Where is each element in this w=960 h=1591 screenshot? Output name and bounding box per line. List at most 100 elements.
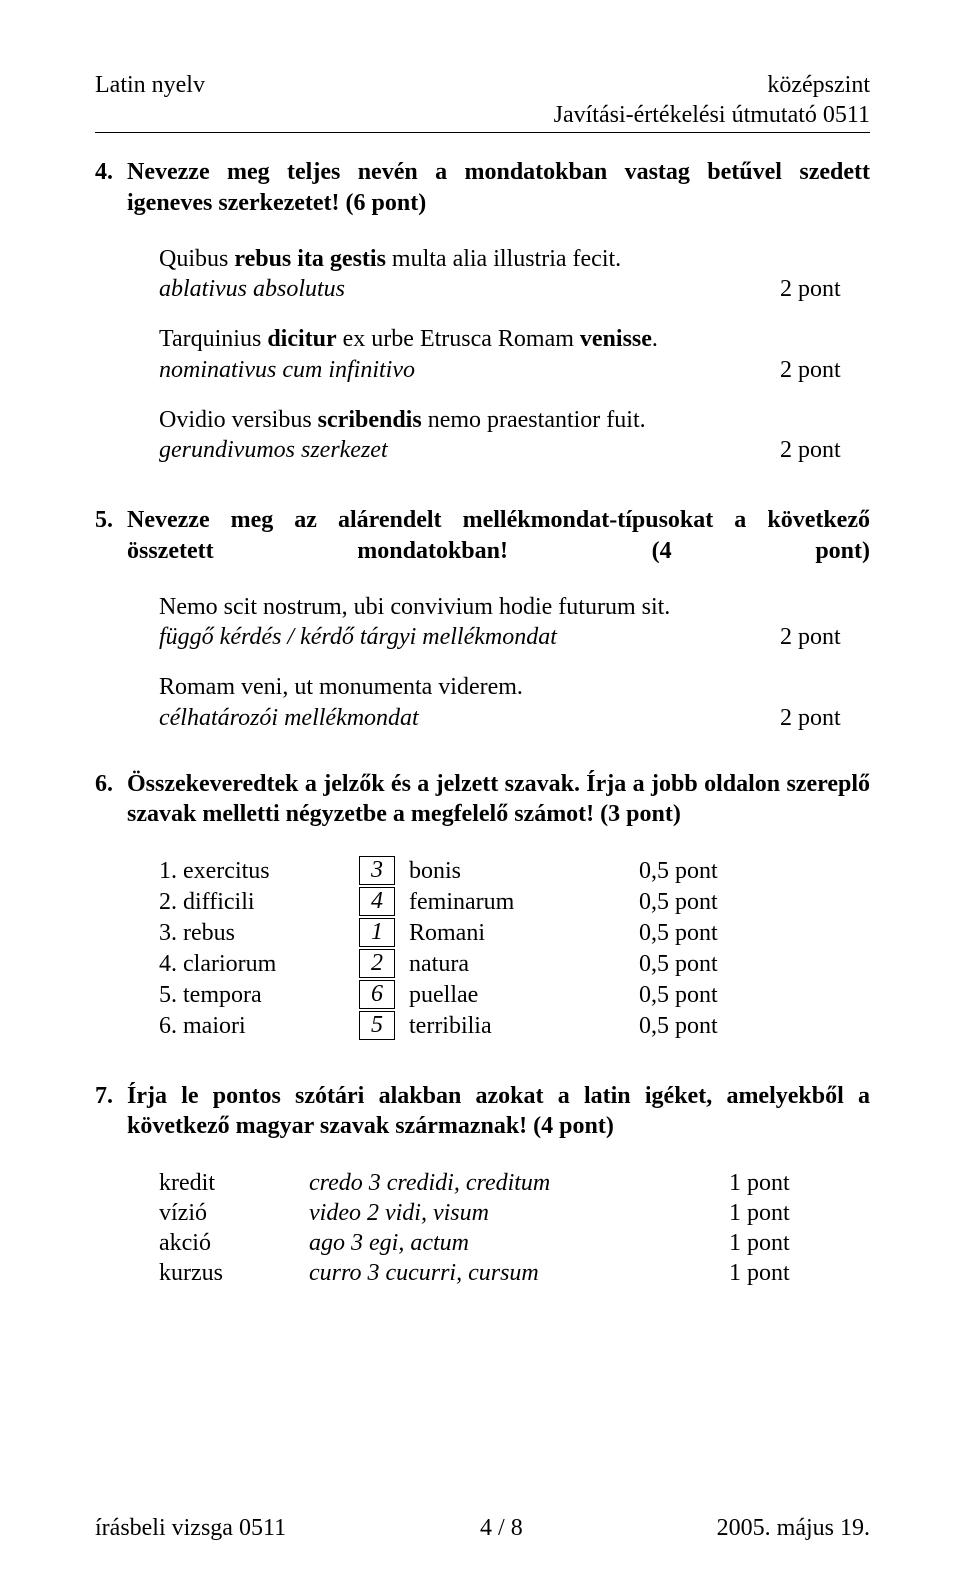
q4-answer-3: gerundivumos szerkezet	[159, 435, 774, 465]
q6-left: 2. difficili	[159, 887, 359, 917]
q6-box: 3	[359, 856, 395, 885]
q7-row: kurzus curro 3 cucurri, cursum 1 pont	[159, 1258, 870, 1288]
header-right-line2: Javítási-értékelési útmutató 0511	[554, 100, 870, 130]
q7-hu: kurzus	[159, 1258, 309, 1288]
q4-answer-2-row: nominativus cum infinitivo 2 pont	[159, 355, 870, 385]
q4-s2-post2: .	[652, 326, 658, 352]
q5-title: Nevezze meg az alárendelt mellékmondat-t…	[127, 507, 870, 563]
q7-pts: 1 pont	[729, 1198, 870, 1228]
q7-hu: vízió	[159, 1198, 309, 1228]
q4-s3-bold: scribendis	[318, 407, 422, 433]
q5-points-1: 2 pont	[774, 622, 870, 652]
q6-pts: 0,5 pont	[639, 980, 870, 1010]
q6-pts: 0,5 pont	[639, 856, 870, 886]
q6-box: 6	[359, 980, 395, 1009]
q7-pts: 1 pont	[729, 1258, 870, 1288]
q5-points-2: 2 pont	[774, 703, 870, 733]
q4-title: Nevezze meg teljes nevén a mondatokban v…	[127, 157, 870, 217]
q6-left: 1. exercitus	[159, 856, 359, 886]
q4-sentence-3: Ovidio versibus scribendis nemo praestan…	[159, 405, 870, 435]
footer-right: 2005. május 19.	[717, 1513, 870, 1543]
q5-answer-1-row: függő kérdés / kérdő tárgyi mellékmondat…	[159, 622, 870, 652]
q4-s3-pre: Ovidio versibus	[159, 407, 318, 433]
q6-box: 4	[359, 887, 395, 916]
q5-sentence-2: Romam veni, ut monumenta viderem.	[159, 672, 870, 702]
q6-pts: 0,5 pont	[639, 949, 870, 979]
q6-pts: 0,5 pont	[639, 887, 870, 917]
q6-left: 6. maiori	[159, 1011, 359, 1041]
q6-left: 5. tempora	[159, 980, 359, 1010]
q6-right: bonis	[409, 856, 639, 886]
q6-number: 6.	[95, 769, 127, 829]
q6-row: 6. maiori 5 terribilia 0,5 pont	[159, 1010, 870, 1041]
q4-s1-pre: Quibus	[159, 246, 234, 272]
q4-points-2: 2 pont	[774, 355, 870, 385]
q4-points-1: 2 pont	[774, 274, 870, 304]
q7-number: 7.	[95, 1081, 127, 1141]
q4-answer-1: ablativus absolutus	[159, 274, 774, 304]
q6-pts: 0,5 pont	[639, 918, 870, 948]
q6-row: 4. clariorum 2 natura 0,5 pont	[159, 948, 870, 979]
q6-right: terribilia	[409, 1011, 639, 1041]
q5-answer-1: függő kérdés / kérdő tárgyi mellékmondat	[159, 622, 774, 652]
q4-answer-1-row: ablativus absolutus 2 pont	[159, 274, 870, 304]
page: Latin nyelv középszint Javítási-értékelé…	[0, 0, 960, 1591]
footer-center: 4 / 8	[480, 1513, 523, 1543]
question-6: 6. Összekeveredtek a jelzők és a jelzett…	[95, 769, 870, 1041]
q6-row: 2. difficili 4 feminarum 0,5 pont	[159, 886, 870, 917]
q4-s3-post: nemo praestantior fuit.	[422, 407, 646, 433]
q6-right: feminarum	[409, 887, 639, 917]
q6-row: 1. exercitus 3 bonis 0,5 pont	[159, 855, 870, 886]
q4-s2-post: ex urbe Etrusca Romam	[337, 326, 580, 352]
q7-latin: curro 3 cucurri, cursum	[309, 1258, 729, 1288]
question-5: 5. Nevezze meg az alárendelt mellékmonda…	[95, 505, 870, 732]
q4-s2-pre: Tarquinius	[159, 326, 267, 352]
q5-number: 5.	[95, 505, 127, 565]
page-header: Latin nyelv középszint Javítási-értékelé…	[95, 70, 870, 133]
q6-pts: 0,5 pont	[639, 1011, 870, 1041]
q7-title: Írja le pontos szótári alakban azokat a …	[127, 1081, 870, 1141]
q6-right: puellae	[409, 980, 639, 1010]
q7-pts: 1 pont	[729, 1168, 870, 1198]
q4-s2-bold: dicitur	[267, 326, 336, 352]
page-footer: írásbeli vizsga 0511 4 / 8 2005. május 1…	[95, 1513, 870, 1543]
q6-left: 4. clariorum	[159, 949, 359, 979]
header-right-line1: középszint	[554, 70, 870, 100]
q7-latin: ago 3 egi, actum	[309, 1228, 729, 1258]
q7-latin: video 2 vidi, visum	[309, 1198, 729, 1228]
q6-right: natura	[409, 949, 639, 979]
q6-box: 5	[359, 1011, 395, 1040]
header-left: Latin nyelv	[95, 70, 205, 130]
q6-row: 5. tempora 6 puellae 0,5 pont	[159, 979, 870, 1010]
q6-box: 1	[359, 918, 395, 947]
q6-title: Összekeveredtek a jelzők és a jelzett sz…	[127, 769, 870, 829]
q7-pts: 1 pont	[729, 1228, 870, 1258]
q4-s2-bold2: venisse	[580, 326, 652, 352]
q5-answer-2: célhatározói mellékmondat	[159, 703, 774, 733]
q4-sentence-1: Quibus rebus ita gestis multa alia illus…	[159, 244, 870, 274]
header-right: középszint Javítási-értékelési útmutató …	[554, 70, 870, 130]
q4-s1-post: multa alia illustria fecit.	[386, 246, 621, 272]
question-7: 7. Írja le pontos szótári alakban azokat…	[95, 1081, 870, 1288]
q5-title-line: Nevezze meg az alárendelt mellékmondat-t…	[127, 505, 870, 565]
q6-row: 3. rebus 1 Romani 0,5 pont	[159, 917, 870, 948]
q4-s1-bold: rebus ita gestis	[234, 246, 386, 272]
q7-row: kredit credo 3 credidi, creditum 1 pont	[159, 1168, 870, 1198]
q4-answer-3-row: gerundivumos szerkezet 2 pont	[159, 435, 870, 465]
q6-box: 2	[359, 949, 395, 978]
q4-sentence-2: Tarquinius dicitur ex urbe Etrusca Romam…	[159, 324, 870, 354]
q7-row: vízió video 2 vidi, visum 1 pont	[159, 1198, 870, 1228]
q4-number: 4.	[95, 157, 127, 217]
question-4: 4. Nevezze meg teljes nevén a mondatokba…	[95, 157, 870, 465]
q7-hu: akció	[159, 1228, 309, 1258]
q4-points-3: 2 pont	[774, 435, 870, 465]
q6-left: 3. rebus	[159, 918, 359, 948]
footer-left: írásbeli vizsga 0511	[95, 1513, 286, 1543]
q6-right: Romani	[409, 918, 639, 948]
q7-row: akció ago 3 egi, actum 1 pont	[159, 1228, 870, 1258]
q7-hu: kredit	[159, 1168, 309, 1198]
q5-answer-2-row: célhatározói mellékmondat 2 pont	[159, 703, 870, 733]
q4-answer-2: nominativus cum infinitivo	[159, 355, 774, 385]
q7-latin: credo 3 credidi, creditum	[309, 1168, 729, 1198]
q5-sentence-1: Nemo scit nostrum, ubi convivium hodie f…	[159, 592, 870, 622]
